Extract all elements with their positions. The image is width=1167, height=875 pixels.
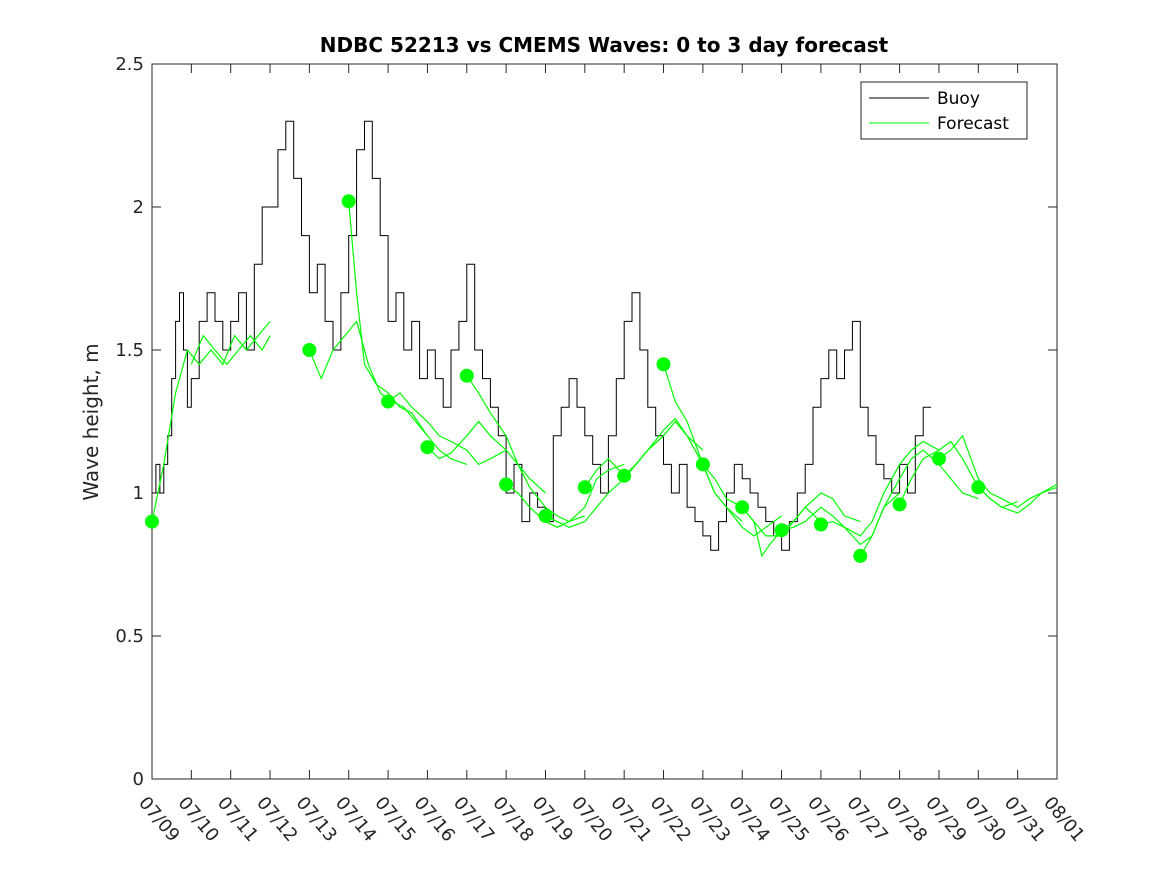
forecast-point [853, 548, 868, 563]
forecast-series-line [977, 483, 1058, 514]
forecast-series-line [308, 320, 428, 437]
forecast-point [302, 343, 317, 357]
legend-label-forecast: Forecast [937, 114, 1009, 134]
forecast-point [656, 357, 671, 372]
forecast-series-line [741, 492, 861, 558]
forecast-point [617, 468, 632, 483]
y-tick-label: 1.5 [115, 340, 144, 361]
chart-title: NDBC 52213 vs CMEMS Waves: 0 to 3 day fo… [320, 33, 889, 57]
forecast-point [341, 194, 356, 209]
forecast-point [381, 394, 396, 409]
legend-box [860, 81, 1028, 140]
y-tick-label: 1 [133, 483, 144, 504]
forecast-point [813, 517, 828, 532]
forecast-series-line [387, 392, 507, 466]
forecast-point [735, 500, 750, 515]
forecast-series-line [820, 440, 940, 537]
forecast-point [145, 514, 159, 529]
forecast-point [499, 477, 514, 492]
y-axis-label: Wave height, m [79, 343, 103, 500]
forecast-series-line [426, 420, 546, 494]
y-tick-label: 2.5 [115, 54, 144, 75]
forecast-point [932, 451, 946, 466]
forecast-point [459, 368, 474, 383]
legend-label-buoy: Buoy [937, 89, 980, 109]
forecast-point [971, 480, 986, 495]
forecast-point [774, 523, 789, 538]
forecast-series-line [466, 375, 586, 523]
forecast-series-line [938, 434, 1058, 509]
forecast-series-line [662, 364, 782, 537]
axes-box [151, 63, 1058, 780]
forecast-point [420, 440, 435, 455]
y-tick-label: 0 [133, 769, 144, 790]
forecast-series-line [859, 449, 979, 557]
forecast-series-line [190, 334, 271, 366]
y-tick-label: 2 [133, 197, 144, 218]
y-tick-label: 0.5 [115, 626, 144, 647]
forecast-point [695, 457, 710, 472]
forecast-point [538, 508, 553, 523]
forecast-series-line [151, 321, 271, 522]
legend: Buoy Forecast [860, 81, 1028, 140]
forecast-point [892, 497, 907, 512]
buoy-series-line [152, 120, 932, 551]
forecast-series-line [348, 201, 468, 465]
forecast-point [577, 480, 592, 495]
